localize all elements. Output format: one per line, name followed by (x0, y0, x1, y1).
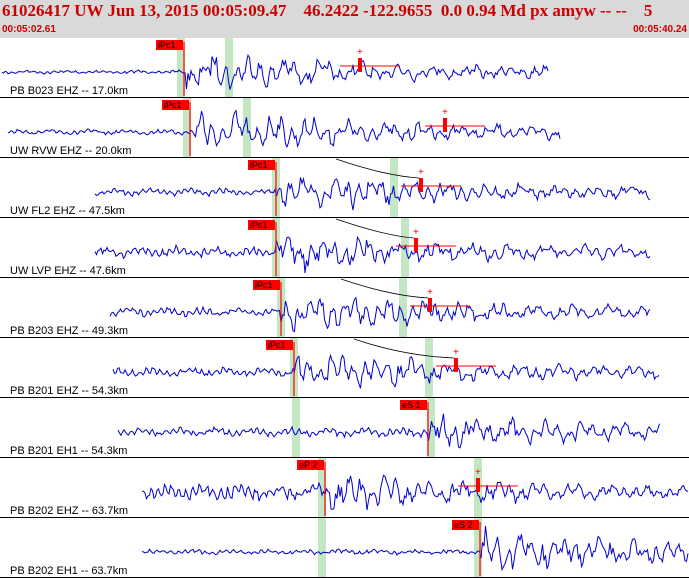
pick-tag[interactable] (248, 160, 275, 170)
pick-tag-label: eS 1 (402, 400, 421, 410)
s-pick-symbol: + (418, 167, 424, 178)
pick-window (318, 518, 326, 578)
trace-label: UW FL2 EHZ -- 47.5km (10, 205, 125, 217)
pick-tag-label: iPc1 (164, 100, 182, 110)
trace-row[interactable]: eS 1 PB B201 EH1 -- 54.3km (0, 398, 689, 458)
s-pick-marker[interactable] (419, 178, 423, 192)
pick-tag[interactable] (266, 340, 293, 350)
waveform-trace (109, 296, 651, 333)
waveform-trace (117, 413, 660, 449)
pick-tag[interactable] (248, 220, 275, 230)
s-pick-symbol: + (453, 347, 459, 358)
pick-window (243, 98, 251, 158)
trace-label: UW RVW EHZ -- 20.0km (10, 145, 131, 157)
travel-time-curve (335, 218, 415, 239)
s-pick-marker[interactable] (428, 298, 432, 312)
waveform-trace (142, 474, 689, 511)
trace-row[interactable]: iPc1 + PB B023 EHZ -- 17.0km (0, 38, 689, 98)
pick-tag-label: iPc1 (250, 220, 268, 230)
event-title: 61026417 UW Jun 13, 2015 00:05:09.47 46.… (2, 1, 653, 20)
pick-tag[interactable] (162, 100, 189, 110)
pick-window (474, 518, 482, 578)
pick-window (318, 458, 326, 518)
pick-tag-label: eP 2 (299, 460, 317, 470)
trace-label: PB B023 EHZ -- 17.0km (10, 85, 128, 97)
trace-row[interactable]: eS 2 PB B202 EH1 -- 63.7km (0, 518, 689, 578)
travel-time-curve (353, 338, 455, 359)
pick-window (183, 98, 191, 158)
trace-row[interactable]: iPc1 + UW FL2 EHZ -- 47.5km (0, 158, 689, 218)
waveform-trace (141, 525, 689, 572)
window-end-time: 00:05:40.24 (633, 24, 687, 35)
pick-tag[interactable] (297, 460, 324, 470)
pick-tag[interactable] (156, 40, 183, 50)
trace-label: PB B202 EHZ -- 63.7km (10, 505, 128, 517)
s-pick-marker[interactable] (358, 58, 362, 72)
s-pick-marker[interactable] (414, 238, 418, 252)
s-pick-symbol: + (442, 107, 448, 118)
trace-label: PB B201 EH1 -- 54.3km (10, 445, 127, 457)
s-pick-symbol: + (413, 227, 419, 238)
trace-label: UW LVP EHZ -- 47.6km (10, 265, 126, 277)
pick-window (292, 398, 300, 458)
pick-tag-label: eS 2 (454, 520, 473, 530)
waveform-trace (7, 109, 561, 149)
trace-label: PB B203 EHZ -- 49.3km (10, 325, 128, 337)
pick-tag[interactable] (400, 400, 427, 410)
pick-window (425, 338, 433, 398)
s-pick-marker[interactable] (443, 118, 447, 132)
waveform-trace (112, 353, 660, 389)
s-pick-marker[interactable] (454, 358, 458, 372)
travel-time-curve (340, 278, 429, 299)
waveform-trace (1, 53, 549, 90)
trace-row[interactable]: iPc1 + UW LVP EHZ -- 47.6km (0, 218, 689, 278)
window-start-time: 00:05:02.61 (2, 24, 56, 35)
travel-time-curve (335, 158, 420, 179)
trace-label: PB B202 EH1 -- 63.7km (10, 565, 127, 577)
s-pick-symbol: + (475, 467, 481, 478)
trace-row[interactable]: iPc1 + UW RVW EHZ -- 20.0km (0, 98, 689, 158)
pick-tag-label: iPc1 (255, 280, 273, 290)
s-pick-symbol: + (357, 47, 363, 58)
trace-row[interactable]: eP 2 + PB B202 EHZ -- 63.7km (0, 458, 689, 518)
pick-window (399, 278, 407, 338)
pick-tag-label: iPc1 (158, 40, 176, 50)
trace-label: PB B201 EHZ -- 54.3km (10, 385, 128, 397)
s-pick-marker[interactable] (476, 478, 480, 492)
pick-tag[interactable] (452, 520, 479, 530)
waveform-trace (94, 235, 651, 274)
pick-window (177, 38, 185, 98)
trace-row[interactable]: iPc1 + PB B201 EHZ -- 54.3km (0, 338, 689, 398)
seismogram-panel[interactable]: iPc1 + PB B023 EHZ -- 17.0km iPc1 + UW RVW EH… (0, 38, 689, 578)
pick-tag[interactable] (253, 280, 280, 290)
pick-tag-label: iPc1 (268, 340, 286, 350)
event-header: 61026417 UW Jun 13, 2015 00:05:09.47 46.… (0, 0, 689, 38)
pick-window (225, 38, 233, 98)
pick-tag-label: iPc1 (250, 160, 268, 170)
waveform-trace (94, 176, 651, 211)
trace-row[interactable]: iPc1 + PB B203 EHZ -- 49.3km (0, 278, 689, 338)
s-pick-symbol: + (427, 287, 433, 298)
